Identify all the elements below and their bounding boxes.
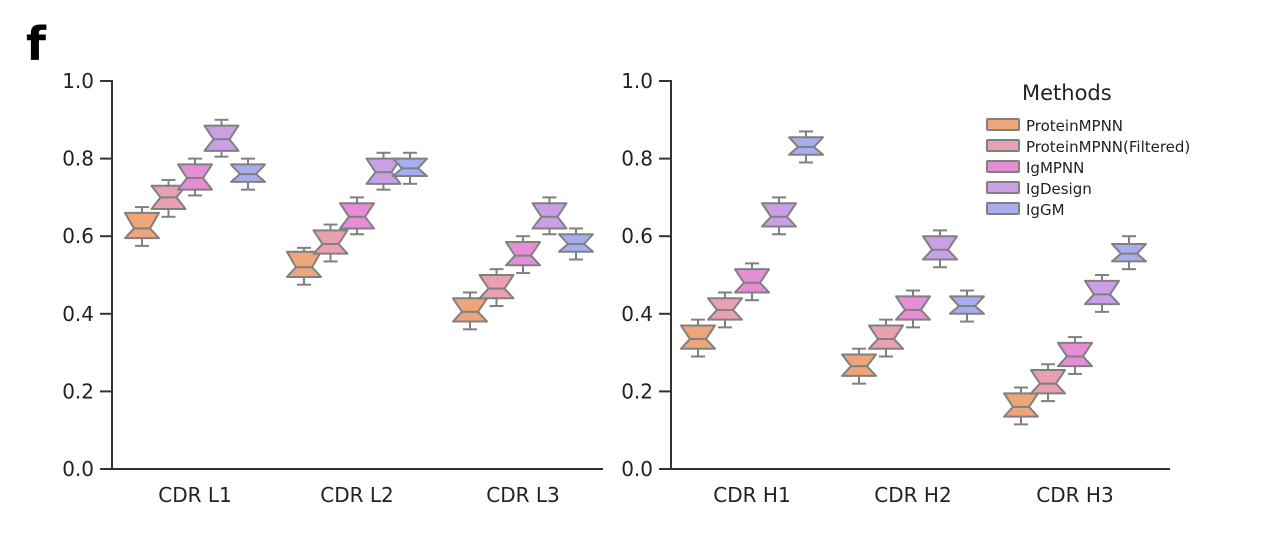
legend-label: IgMPNN — [1026, 159, 1084, 177]
box-proteinmpnn-cdr-l2 — [286, 246, 322, 286]
y-tick-label: 0.4 — [62, 302, 94, 326]
legend-label: IgDesign — [1026, 180, 1092, 198]
legend-items: ProteinMPNN ProteinMPNN(Filtered) IgMPNN Ig… — [986, 117, 1190, 219]
box-body — [868, 324, 904, 350]
box-proteinmpnn-filtered--cdr-h2 — [868, 318, 904, 358]
box-body — [478, 274, 515, 300]
box-igdesign-cdr-l1 — [203, 118, 240, 158]
box-igmpnn-cdr-l3 — [505, 235, 541, 275]
box-body — [286, 250, 322, 278]
y-tick-label: 0.6 — [621, 224, 653, 248]
box-iggm-cdr-h1 — [788, 130, 824, 164]
box-body — [452, 297, 488, 323]
box-igdesign-cdr-h3 — [1084, 274, 1120, 313]
box-proteinmpnn-filtered--cdr-l3 — [478, 268, 515, 308]
legend-item: ProteinMPNN(Filtered) — [986, 138, 1190, 156]
box-body — [680, 324, 716, 350]
box-body — [761, 202, 797, 228]
legend-item: IgGM — [986, 201, 1065, 219]
legend-swatch — [986, 181, 1020, 194]
box-body — [922, 235, 958, 261]
y-tick-label: 0.0 — [621, 457, 653, 481]
box-body — [1003, 392, 1039, 418]
box-proteinmpnn-filtered--cdr-l1 — [150, 178, 187, 218]
legend-swatch — [986, 139, 1020, 152]
x-tick-label: CDR L2 — [320, 483, 394, 507]
chart-left: 0.0 0.2 0.4 0.6 0.8 1.0 CDR L1 CDR L2 CDR L3 — [62, 69, 603, 507]
legend-title: Methods — [1022, 81, 1112, 105]
box-body — [312, 229, 349, 255]
box-proteinmpnn-cdr-h1 — [680, 318, 716, 358]
y-tick-label: 0.2 — [62, 379, 94, 403]
box-igmpnn-cdr-h3 — [1057, 336, 1093, 375]
y-tick-label: 0.8 — [62, 147, 94, 171]
box-iggm-cdr-l2 — [392, 151, 428, 185]
chart-left-axes: 0.0 0.2 0.4 0.6 0.8 1.0 CDR L1 CDR L2 CDR L3 — [62, 69, 603, 507]
y-tick-label: 1.0 — [62, 69, 94, 93]
legend-item: IgMPNN — [986, 159, 1084, 177]
box-body — [1030, 369, 1066, 395]
chart-right-boxes — [680, 130, 1147, 426]
box-body — [124, 211, 160, 240]
box-proteinmpnn-filtered--cdr-l2 — [312, 223, 349, 263]
x-tick-label: CDR H3 — [1036, 483, 1113, 507]
box-body — [1057, 341, 1093, 368]
legend-item: IgDesign — [986, 180, 1092, 198]
x-tick-label: CDR L3 — [486, 483, 560, 507]
legend-label: ProteinMPNN(Filtered) — [1026, 138, 1190, 156]
y-tick-label: 0.4 — [621, 302, 653, 326]
x-tick-label: CDR H1 — [713, 483, 790, 507]
box-igmpnn-cdr-l2 — [339, 196, 375, 236]
x-tick-label: CDR L1 — [158, 483, 232, 507]
y-tick-label: 0.6 — [62, 224, 94, 248]
box-proteinmpnn-filtered--cdr-h3 — [1030, 363, 1066, 403]
box-proteinmpnn-cdr-l3 — [452, 291, 488, 331]
x-tick-label: CDR H2 — [874, 483, 951, 507]
box-iggm-cdr-l1 — [230, 157, 266, 191]
box-igdesign-cdr-h2 — [922, 229, 958, 269]
box-proteinmpnn-cdr-h3 — [1003, 386, 1039, 426]
legend-item: ProteinMPNN — [986, 117, 1123, 135]
legend: Methods ProteinMPNN ProteinMPNN(Filtered)… — [986, 81, 1190, 219]
y-tick-label: 1.0 — [621, 69, 653, 93]
box-body — [1084, 279, 1120, 306]
box-igmpnn-cdr-h2 — [895, 289, 931, 329]
legend-swatch — [986, 202, 1020, 215]
box-proteinmpnn-cdr-h2 — [841, 347, 877, 385]
box-proteinmpnn-cdr-l1 — [124, 206, 160, 247]
legend-label: ProteinMPNN — [1026, 117, 1123, 135]
box-igdesign-cdr-h1 — [761, 196, 797, 236]
chart-right: 0.0 0.2 0.4 0.6 0.8 1.0 CDR H1 CDR H2 CDR H3 — [621, 69, 1170, 507]
box-body — [895, 295, 931, 321]
chart-right-axes: 0.0 0.2 0.4 0.6 0.8 1.0 CDR H1 CDR H2 CDR H3 — [621, 69, 1170, 507]
y-tick-label: 0.8 — [621, 147, 653, 171]
chart-left-boxes — [124, 118, 594, 331]
box-igmpnn-cdr-l1 — [177, 157, 213, 197]
legend-swatch — [986, 160, 1020, 173]
legend-label: IgGM — [1026, 201, 1065, 219]
box-proteinmpnn-filtered--cdr-h1 — [707, 291, 743, 329]
box-iggm-cdr-h3 — [1111, 235, 1147, 271]
box-igmpnn-cdr-h1 — [734, 262, 770, 302]
y-tick-label: 0.2 — [621, 379, 653, 403]
legend-swatch — [986, 118, 1020, 131]
box-body — [505, 241, 541, 267]
box-body — [734, 268, 770, 294]
panel-label: f — [26, 17, 47, 71]
box-igdesign-cdr-l3 — [531, 196, 568, 236]
box-iggm-cdr-h2 — [949, 289, 985, 323]
y-tick-label: 0.0 — [62, 457, 94, 481]
box-iggm-cdr-l3 — [558, 227, 594, 261]
